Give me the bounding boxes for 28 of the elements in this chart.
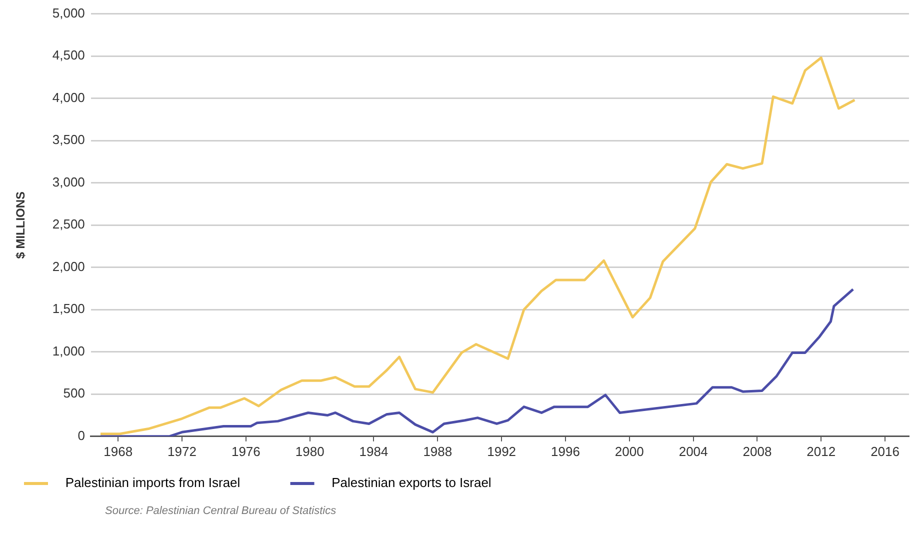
- y-tick-label: 2,500: [52, 216, 85, 232]
- x-tick-label: 2000: [614, 444, 644, 459]
- y-tick-label: 3,000: [52, 174, 85, 190]
- y-tick-label: 1,500: [52, 301, 85, 316]
- x-tick-label: 1980: [295, 444, 324, 459]
- y-tick-label: 500: [63, 386, 85, 401]
- x-tick-label: 1976: [231, 444, 260, 459]
- x-tick-label: 1972: [168, 444, 196, 459]
- x-tick-label: 2012: [806, 444, 836, 459]
- x-tick-label: 2008: [742, 444, 772, 459]
- y-tick-label: 4,000: [52, 90, 85, 105]
- x-tick-label: 1988: [423, 444, 452, 459]
- y-tick-label: 1,000: [52, 343, 85, 358]
- x-tick-label: 2016: [870, 444, 900, 459]
- x-tick-label: 1992: [487, 444, 516, 459]
- source-note: Source: Palestinian Central Bureau of Statistics: [105, 505, 336, 517]
- legend-label: Palestinian exports to Israel: [320, 475, 528, 490]
- y-axis-title: $ MILLIONS: [14, 191, 28, 259]
- x-tick-label: 1996: [551, 444, 580, 459]
- y-tick-label: 3,500: [52, 132, 85, 148]
- y-tick-label: 2,000: [52, 258, 85, 274]
- y-tick-label: 0: [78, 428, 85, 443]
- x-tick-label: 1968: [104, 444, 133, 459]
- y-tick-label: 5,000: [52, 5, 85, 20]
- x-tick-label: 1984: [359, 444, 388, 459]
- x-tick-label: 2004: [678, 444, 708, 459]
- legend-label: Palestinian imports from Israel: [54, 475, 276, 490]
- y-tick-label: 4,500: [52, 48, 85, 63]
